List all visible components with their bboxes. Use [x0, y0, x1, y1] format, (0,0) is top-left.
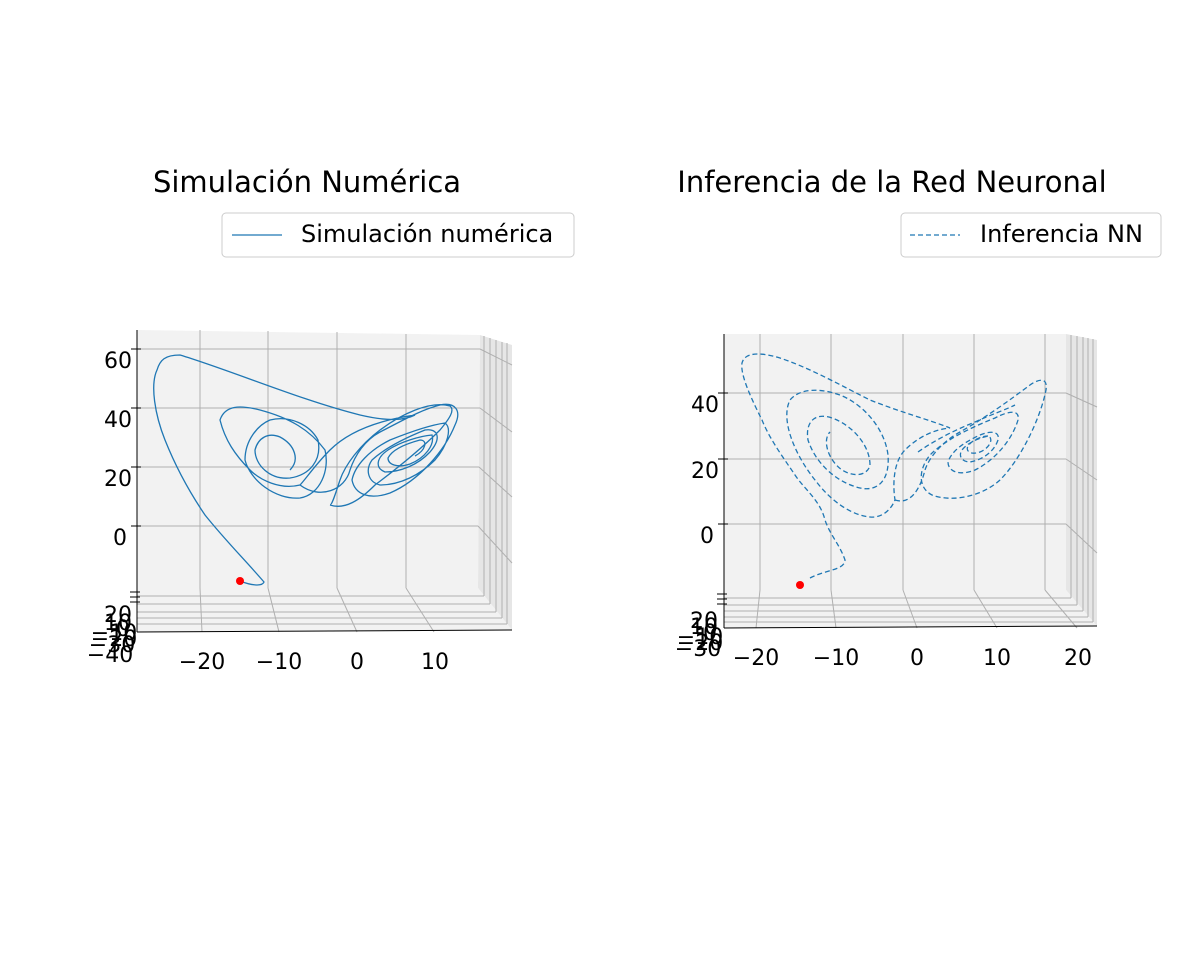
y-tick-label-right: −20: [677, 631, 723, 656]
z-tick-label-left: 0: [113, 526, 127, 551]
subplot-numerical-simulation: Simulación Numérica: [87, 165, 575, 675]
back-pane-left: [137, 330, 480, 588]
x-tick-label-left: −10: [256, 650, 302, 675]
start-point-marker-right: [796, 581, 804, 589]
start-point-marker-left: [236, 577, 244, 585]
x-tick-label-right: 20: [1064, 646, 1092, 671]
tickmarks-left: [130, 348, 141, 603]
y-tick-label-right: 20: [690, 609, 718, 634]
y-tick-label-left: −40: [87, 643, 133, 668]
back-pane-right: [724, 334, 1066, 590]
legend-right: Inferencia NN: [900, 212, 1162, 258]
y-tick-label-right: −10: [677, 625, 723, 650]
x-tick-label-left: 0: [350, 650, 364, 675]
y-tick-label-left: −10: [91, 621, 137, 646]
x-tick-label-left: 10: [421, 650, 449, 675]
z-tick-label-right: 20: [691, 459, 719, 484]
series-line-nn-inference: [741, 353, 1047, 579]
y-tick-label-left: −30: [89, 633, 135, 658]
legend-label-left: Simulación numérica: [301, 220, 553, 248]
x-tick-label-right: −10: [813, 646, 859, 671]
tickmarks-right: [717, 392, 728, 605]
chart-title-left: Simulación Numérica: [153, 165, 461, 199]
x-tick-label-right: −20: [733, 646, 779, 671]
legend-label-right: Inferencia NN: [980, 220, 1143, 248]
x-tick-label-right: 10: [983, 646, 1011, 671]
z-tick-label-left: 40: [104, 408, 132, 433]
z-tick-label-left: 20: [104, 467, 132, 492]
z-tick-label-left: 60: [104, 349, 132, 374]
side-pane-right: [1066, 334, 1097, 626]
subplot-neural-network-inference: Inferencia de la Red Neuronal: [675, 165, 1162, 671]
gridlines-right: [724, 334, 1098, 629]
y-tick-label-right: 0: [703, 621, 717, 646]
y-tick-label-left: −20: [91, 627, 137, 652]
y-tick-label-left: 0: [116, 617, 130, 642]
y-tick-label-right: −30: [675, 637, 721, 662]
x-tick-label-right: 0: [910, 646, 924, 671]
series-line-numerical: [153, 354, 459, 586]
z-tick-label-right: 40: [691, 393, 719, 418]
y-tick-label-right: 10: [690, 615, 718, 640]
y-tick-label-left: 10: [104, 611, 132, 636]
chart-title-right: Inferencia de la Red Neuronal: [677, 165, 1106, 199]
x-axis-line-right: [723, 625, 1098, 629]
y-tick-label-left: 20: [104, 603, 132, 628]
legend-left: Simulación numérica: [221, 212, 575, 258]
x-tick-label-left: −20: [179, 650, 225, 675]
x-axis-line-left: [136, 629, 513, 633]
z-tick-label-right: 0: [700, 524, 714, 549]
gridlines-left: [137, 330, 513, 633]
side-pane-left: [478, 335, 512, 630]
floor-pane-left: [137, 588, 512, 632]
